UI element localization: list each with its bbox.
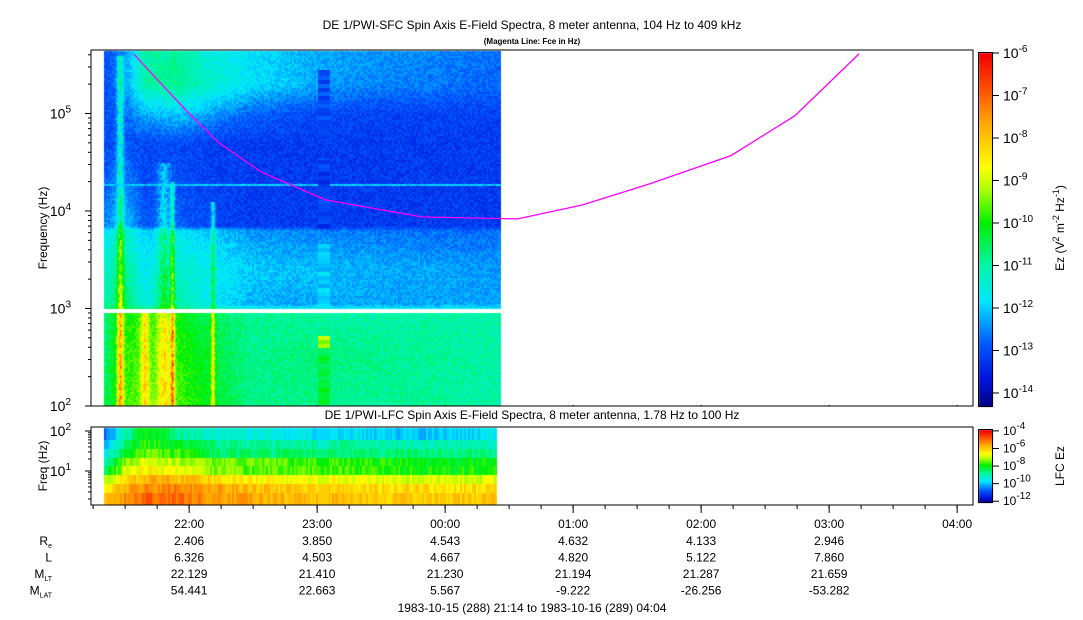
ephemeris-value: 6.326: [174, 551, 204, 565]
ephemeris-value: 54.441: [171, 584, 208, 598]
time-tick-label: 23:00: [302, 517, 332, 531]
ephemeris-row-label: Re: [39, 534, 52, 550]
ephemeris-row-label: MLT: [34, 567, 52, 583]
lower-plot-frame: [90, 426, 974, 506]
time-tick-label: 03:00: [814, 517, 844, 531]
ephemeris-value: 4.133: [686, 534, 716, 548]
upper-ytick-label: 102: [50, 397, 72, 414]
ephemeris-value: 4.543: [430, 534, 460, 548]
ephemeris-value: 4.667: [430, 551, 460, 565]
time-tick-label: 02:00: [686, 517, 716, 531]
time-tick-label: 04:00: [942, 517, 972, 531]
time-range-footer: 1983-10-15 (288) 21:14 to 1983-10-16 (28…: [398, 601, 667, 615]
upper-plot-frame: [90, 49, 974, 407]
lower-title: DE 1/PWI-LFC Spin Axis E-Field Spectra, …: [325, 408, 740, 422]
ephemeris-value: -26.256: [681, 584, 722, 598]
upper-colorbar-tick-label: 10-9: [1003, 171, 1028, 188]
upper-colorbar-tick-label: 10-11: [1003, 256, 1033, 273]
ephemeris-value: 22.129: [171, 567, 208, 581]
ephemeris-row-label: L: [45, 551, 52, 565]
ephemeris-value: -9.222: [556, 584, 590, 598]
upper-ytick-label: 104: [50, 202, 72, 219]
upper-ylabel: Frequency (Hz): [36, 187, 50, 270]
ephemeris-value: 21.230: [427, 567, 464, 581]
time-tick-label: 01:00: [558, 517, 588, 531]
lower-colorbar-tick-label: 10-4: [1003, 421, 1026, 438]
ephemeris-row-label: MLAT: [30, 584, 53, 600]
ephemeris-value: 4.820: [558, 551, 588, 565]
ephemeris-value: 3.850: [302, 534, 332, 548]
upper-ytick-label: 105: [50, 105, 72, 122]
ephemeris-value: 2.406: [174, 534, 204, 548]
upper-colorbar-tick-label: 10-8: [1003, 129, 1028, 146]
lower-colorbar-tick-label: 10-8: [1003, 456, 1026, 473]
time-tick-label: 00:00: [430, 517, 460, 531]
lower-colorbar-tick-label: 10-12: [1003, 491, 1031, 508]
ephemeris-value: 5.567: [430, 584, 460, 598]
upper-ytick-label: 103: [50, 300, 72, 317]
ephemeris-value: 22.663: [299, 584, 336, 598]
upper-colorbar-tick-label: 10-10: [1003, 214, 1033, 231]
upper-colorbar-tick-label: 10-6: [1003, 44, 1028, 61]
lower-ytick-label: 102: [50, 422, 72, 439]
upper-colorbar-label: Ez (V2 m-2 Hz-1): [1051, 185, 1067, 271]
ephemeris-value: 4.503: [302, 551, 332, 565]
lower-ytick-label: 101: [50, 462, 72, 479]
upper-colorbar-tick-label: 10-7: [1003, 86, 1028, 103]
ephemeris-value: -53.282: [809, 584, 850, 598]
lower-ylabel: Freq (Hz): [36, 441, 50, 492]
ephemeris-value: 7.860: [814, 551, 844, 565]
ephemeris-value: 21.287: [683, 567, 720, 581]
upper-subtitle: (Magenta Line: Fce in Hz): [484, 37, 581, 46]
upper-title: DE 1/PWI-SFC Spin Axis E-Field Spectra, …: [323, 18, 742, 32]
ephemeris-value: 4.632: [558, 534, 588, 548]
ephemeris-value: 21.659: [811, 567, 848, 581]
ephemeris-value: 5.122: [686, 551, 716, 565]
ephemeris-value: 2.946: [814, 534, 844, 548]
fce-magenta-line: [133, 53, 860, 220]
upper-colorbar-frame: [978, 52, 993, 407]
upper-colorbar-tick-label: 10-14: [1003, 384, 1033, 401]
upper-colorbar-tick-label: 10-12: [1003, 299, 1033, 316]
time-tick-label: 22:00: [174, 517, 204, 531]
lower-colorbar-tick-label: 10-6: [1003, 438, 1026, 455]
lower-colorbar-tick-label: 10-10: [1003, 474, 1031, 491]
ephemeris-value: 21.410: [299, 567, 336, 581]
lower-colorbar-frame: [978, 429, 993, 503]
lower-colorbar-label: LFC Ez: [1053, 446, 1067, 486]
upper-colorbar-tick-label: 10-13: [1003, 341, 1033, 358]
ephemeris-value: 21.194: [555, 567, 592, 581]
